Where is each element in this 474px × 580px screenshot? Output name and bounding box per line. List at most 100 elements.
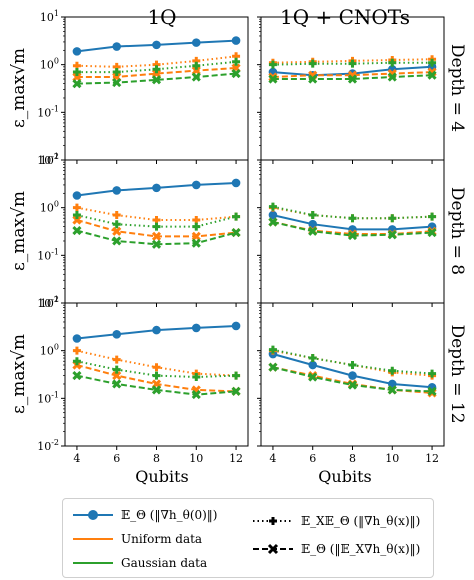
data-point-s2-3 xyxy=(191,231,201,241)
y-tick-label: 100 xyxy=(40,57,59,72)
data-point-s0-3 xyxy=(191,38,201,47)
chart-panel-1-1: 101 100 10-1 10-2 xyxy=(37,9,249,167)
data-point-s0-1 xyxy=(112,330,122,339)
data-point-s4-1 xyxy=(308,372,318,382)
data-point-s4-2 xyxy=(347,230,358,241)
data-point-s0-2 xyxy=(152,40,161,50)
x-tick-label: 4 xyxy=(269,452,276,465)
data-point-s4-4 xyxy=(231,386,241,396)
data-point-s0-1 xyxy=(308,360,318,370)
data-point-s4-4 xyxy=(427,228,437,238)
x-axis-label-right: Qubits xyxy=(318,467,371,486)
data-point-s3-1 xyxy=(308,211,317,220)
data-point-s4-3 xyxy=(387,230,397,240)
chart-panel-2-1: 101 100 10-1 10-2 xyxy=(37,152,249,310)
data-point-s4-0 xyxy=(72,226,82,236)
legend-sample-dashed-x xyxy=(253,543,293,555)
y-tick-label: 10-2 xyxy=(37,295,59,310)
legend-label-gradient-of-expected-data: 𝔼_Θ (‖𝔼_X∇h_θ(x)‖) xyxy=(301,542,421,556)
figure-grid: 1Q 1Q + CNOTs ε_max√m ε_max√m ε_max√m De… xyxy=(9,5,467,486)
data-point-s3-2 xyxy=(348,214,357,223)
x-tick-label: 6 xyxy=(113,452,120,465)
series-line-2 xyxy=(272,366,433,394)
series-line-3 xyxy=(76,214,237,228)
chart-panel-2-2 xyxy=(257,159,445,307)
series-line-3 xyxy=(76,360,237,379)
data-point-s4-1 xyxy=(308,226,318,236)
data-point-s3-2 xyxy=(348,59,357,68)
x-tick-label: 4 xyxy=(73,452,80,465)
legend-sample-orange-line xyxy=(73,538,113,540)
data-point-s0-4 xyxy=(231,36,241,45)
y-tick-label: 10-1 xyxy=(37,247,59,262)
axes-frame xyxy=(64,16,249,161)
legend-label-uniform-data: Uniform data xyxy=(121,532,203,546)
data-point-s3-3 xyxy=(388,366,397,375)
data-point-s3-0 xyxy=(268,202,277,211)
legend-label-expected-data-gradient: 𝔼_X𝔼_Θ (‖∇h_θ(x)‖) xyxy=(301,514,421,528)
data-point-s1-1 xyxy=(112,355,121,364)
data-point-s2-0 xyxy=(72,215,82,225)
data-point-s1-0 xyxy=(72,203,81,212)
chart-panel-3-1: 101 100 10-1 10-2 4 6 8 10 12 xyxy=(37,295,249,465)
y-tick-label: 10-2 xyxy=(37,438,59,453)
row-title-depth-8: Depth = 8 xyxy=(447,187,467,275)
legend-sample-green-line xyxy=(73,562,113,564)
data-point-s3-4 xyxy=(232,371,241,380)
data-point-s3-2 xyxy=(152,222,161,231)
data-point-s3-2 xyxy=(152,371,161,380)
series-line-4 xyxy=(76,374,237,396)
data-point-s2-1 xyxy=(112,226,122,236)
data-point-s4-1 xyxy=(112,379,122,389)
data-point-s4-0 xyxy=(268,74,278,84)
legend-item-uniform-data: Uniform data xyxy=(71,529,202,549)
legend-item-gradient-of-expected-data: 𝔼_Θ (‖𝔼_X∇h_θ(x)‖) xyxy=(251,539,420,559)
data-point-s3-1 xyxy=(112,68,121,77)
data-point-s0-3 xyxy=(387,379,397,389)
data-point-s0-2 xyxy=(348,371,357,380)
row-title-depth-4: Depth = 4 xyxy=(447,44,467,132)
data-point-s3-3 xyxy=(192,61,201,70)
data-point-s4-2 xyxy=(151,239,162,249)
legend-label-expected-gradient-zero: 𝔼_Θ (‖∇h_θ(0)‖) xyxy=(121,508,218,522)
x-tick-label: 12 xyxy=(425,452,439,465)
data-point-s3-1 xyxy=(308,59,317,68)
legend-item-expected-gradient-zero: 𝔼_Θ (‖∇h_θ(0)‖) xyxy=(71,505,218,525)
data-point-s4-3 xyxy=(191,72,201,82)
chart-panel-3-2: 4 6 8 10 12 xyxy=(257,302,445,465)
data-point-s4-0 xyxy=(268,217,278,227)
data-point-s3-1 xyxy=(308,354,317,363)
chart-panels: 10110010-110-210110010-110-210110010-110… xyxy=(37,9,445,465)
x-axis-label-left: Qubits xyxy=(135,467,188,486)
y-tick-label: 101 xyxy=(40,9,59,24)
data-point-s4-2 xyxy=(347,380,358,390)
data-point-s0-3 xyxy=(191,323,201,333)
x-tick-label: 10 xyxy=(189,452,203,465)
data-point-s2-1 xyxy=(112,371,122,381)
legend-sample-solid-marker xyxy=(73,510,113,520)
data-point-s1-0 xyxy=(72,346,81,355)
axes-frame xyxy=(260,16,445,161)
data-point-s0-1 xyxy=(112,186,122,195)
data-point-s3-0 xyxy=(72,211,81,220)
data-point-s3-3 xyxy=(388,214,397,223)
data-point-s3-4 xyxy=(232,212,241,221)
x-tick-label: 8 xyxy=(349,452,356,465)
data-point-s3-3 xyxy=(192,373,201,382)
y-tick-label: 100 xyxy=(40,343,59,358)
data-point-s3-4 xyxy=(232,57,241,66)
data-point-s3-3 xyxy=(388,58,397,67)
series-group xyxy=(72,36,241,89)
data-point-s3-4 xyxy=(428,58,437,67)
data-point-s4-2 xyxy=(151,385,162,395)
data-point-s4-0 xyxy=(72,371,82,381)
data-point-s4-1 xyxy=(112,78,122,88)
y-axis-label-row-3: ε_max√m xyxy=(9,334,29,414)
data-point-s3-2 xyxy=(152,65,161,74)
data-point-s4-4 xyxy=(427,70,437,80)
data-point-s4-3 xyxy=(191,389,201,400)
data-point-s3-1 xyxy=(112,220,121,229)
data-point-s0-1 xyxy=(308,219,318,229)
legend-item-expected-data-gradient: 𝔼_X𝔼_Θ (‖∇h_θ(x)‖) xyxy=(251,511,420,531)
legend-label-gaussian-data: Gaussian data xyxy=(121,556,208,570)
